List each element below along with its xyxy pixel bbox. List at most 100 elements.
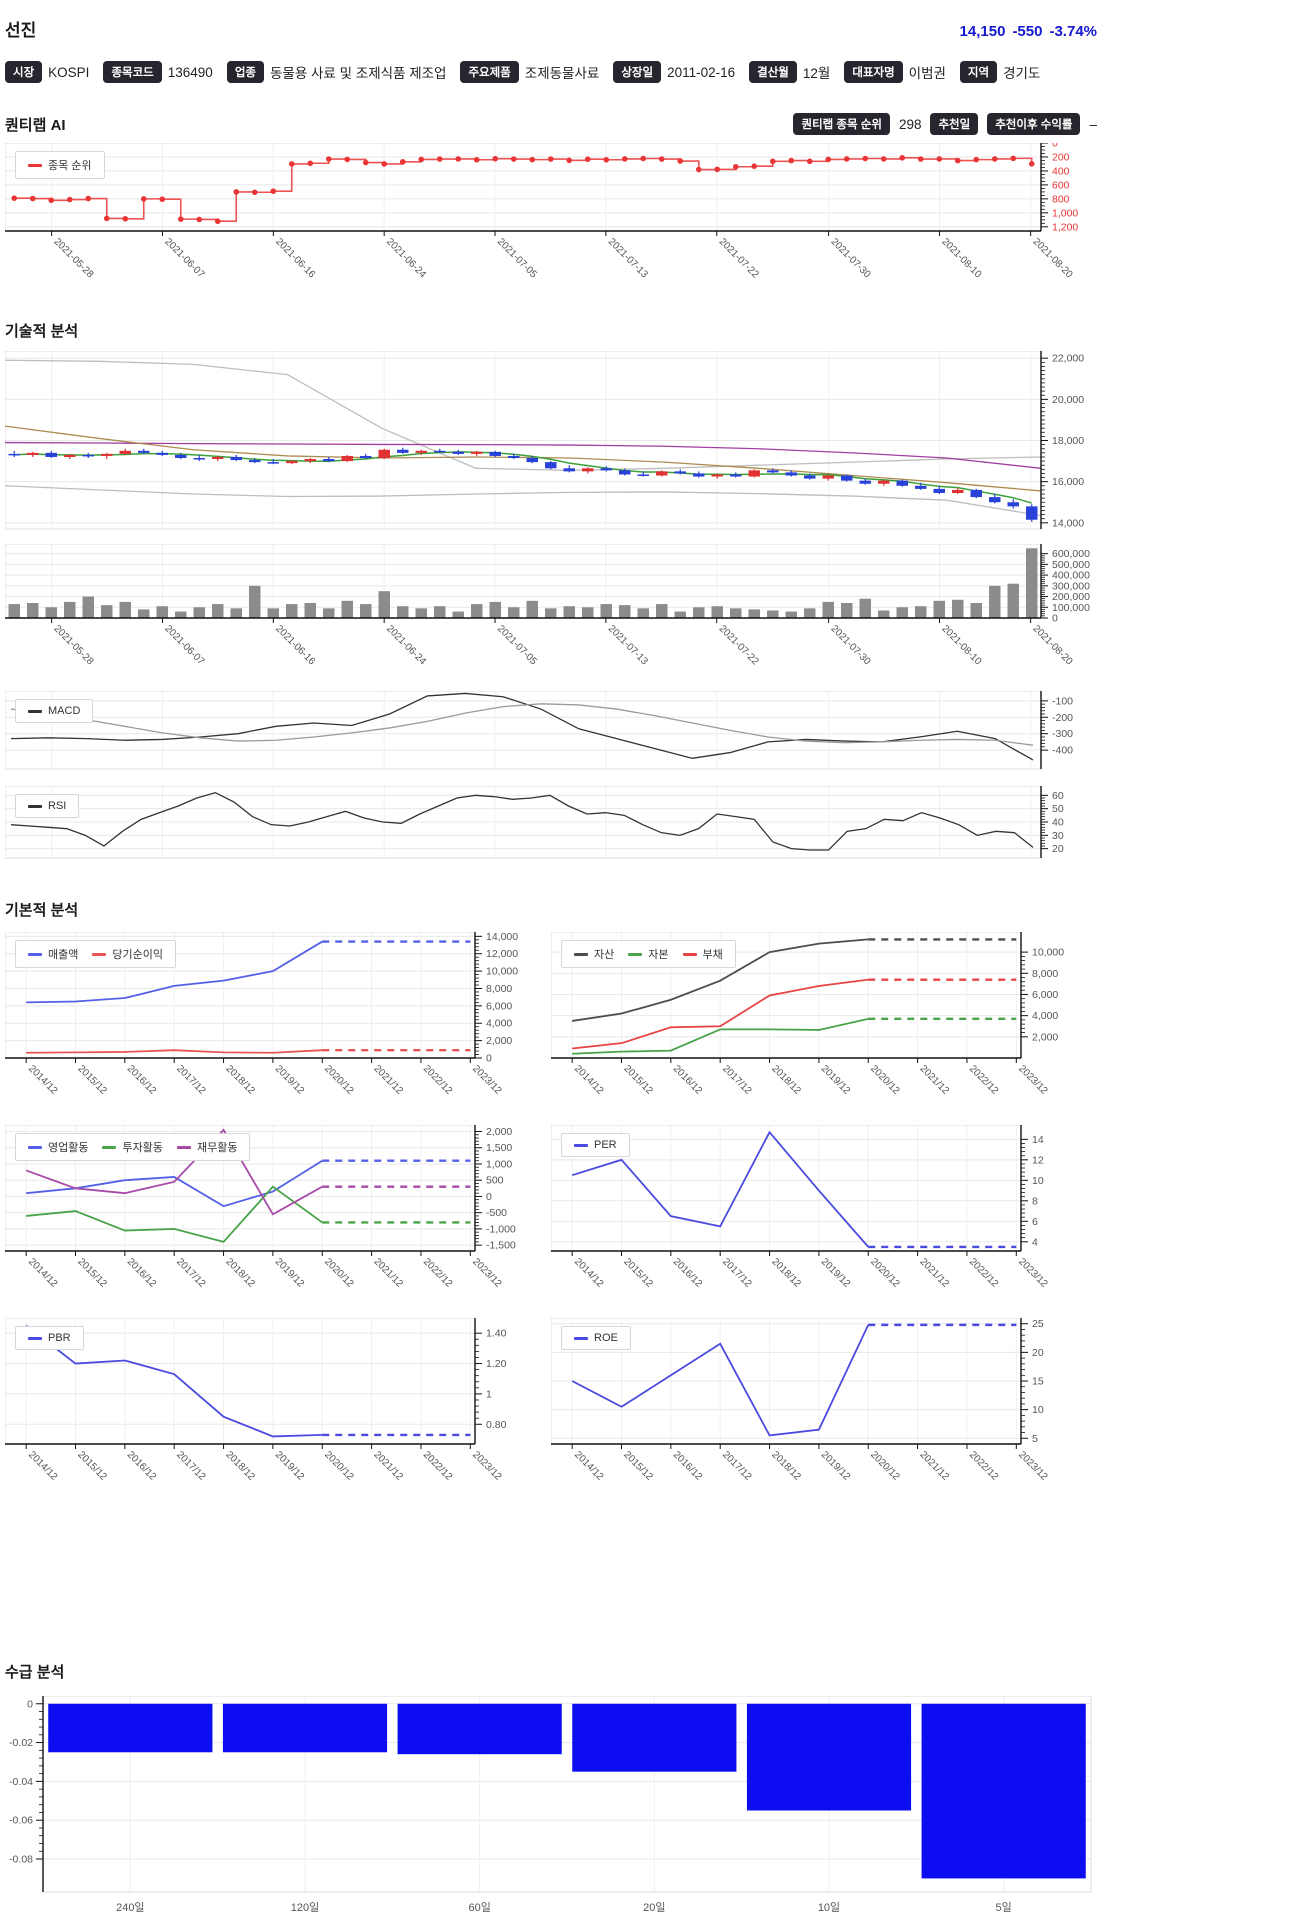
legend-item: 종목 순위 <box>28 157 92 173</box>
svg-text:0: 0 <box>1052 613 1058 625</box>
cf-plot: 2014/12 2015/12 2016/12 2017/12 2018/12 2019/… <box>4 1124 516 1290</box>
svg-text:25: 25 <box>1032 1318 1044 1330</box>
svg-text:120일: 120일 <box>291 1900 319 1914</box>
svg-text:2023/12: 2023/12 <box>470 1063 504 1097</box>
volume-chart: 2021-05-28 2021-06-07 2021-06-16 2021-06-24… <box>4 543 1097 685</box>
svg-text:2014/12: 2014/12 <box>26 1449 60 1483</box>
per-plot: 2014/12 2015/12 2016/12 2017/12 2018/12 2019/… <box>550 1124 1050 1290</box>
svg-text:50: 50 <box>1052 803 1064 815</box>
svg-text:2020/12: 2020/12 <box>868 1256 902 1290</box>
svg-text:60: 60 <box>1052 790 1064 802</box>
svg-text:800: 800 <box>1052 193 1070 205</box>
svg-text:10,000: 10,000 <box>486 966 518 978</box>
svg-text:10: 10 <box>1032 1175 1044 1187</box>
svg-text:2018/12: 2018/12 <box>223 1063 257 1097</box>
svg-text:10,000: 10,000 <box>1032 947 1064 959</box>
svg-text:2021-06-24: 2021-06-24 <box>384 623 428 667</box>
info-badge-code: 종목코드 136490 <box>103 61 213 83</box>
svg-text:2,000: 2,000 <box>486 1035 512 1047</box>
fundamental-section-title: 기본적 분석 <box>5 902 79 919</box>
svg-text:0.80: 0.80 <box>486 1419 507 1431</box>
svg-text:-0.06: -0.06 <box>9 1815 33 1827</box>
supply-demand-chart: 240일 120일 60일 20일 10일 5일 0 -0.02 -0.04 -0.06 -0.08 <box>5 1695 1097 1925</box>
svg-text:20: 20 <box>1052 843 1064 855</box>
svg-text:20,000: 20,000 <box>1052 394 1084 406</box>
svg-text:500,000: 500,000 <box>1052 559 1090 571</box>
svg-text:2021-08-10: 2021-08-10 <box>939 623 983 667</box>
technical-section-title: 기술적 분석 <box>5 323 79 340</box>
svg-text:2017/12: 2017/12 <box>720 1063 754 1097</box>
svg-text:600: 600 <box>1052 179 1070 191</box>
svg-text:2014/12: 2014/12 <box>26 1063 60 1097</box>
recommend-date-badge: 추천일 <box>930 113 979 135</box>
legend-swatch <box>28 1145 42 1149</box>
svg-text:2021/12: 2021/12 <box>371 1063 405 1097</box>
svg-text:2020/12: 2020/12 <box>322 1063 356 1097</box>
balance-sheet-chart: 2014/12 2015/12 2016/12 2017/12 2018/12 2019/… <box>550 931 1097 1125</box>
info-badge-fiscal-month: 결산월 12월 <box>749 61 830 83</box>
roe-plot: 2014/12 2015/12 2016/12 2017/12 2018/12 2019/… <box>550 1317 1050 1483</box>
svg-text:0: 0 <box>486 1053 492 1065</box>
info-badge-industry: 업종 동물용 사료 및 조제식품 제조업 <box>226 61 446 83</box>
svg-text:8,000: 8,000 <box>486 983 512 995</box>
svg-text:2022/12: 2022/12 <box>421 1256 455 1290</box>
svg-text:18,000: 18,000 <box>1052 435 1084 447</box>
svg-text:400,000: 400,000 <box>1052 570 1090 582</box>
svg-text:-400: -400 <box>1052 745 1073 757</box>
legend-item: 자산 <box>574 946 614 962</box>
pbr-legend: PBR <box>15 1326 84 1350</box>
svg-text:2020/12: 2020/12 <box>322 1256 356 1290</box>
svg-text:2,000: 2,000 <box>486 1126 512 1138</box>
legend-item: RSI <box>28 800 66 812</box>
svg-text:2021/12: 2021/12 <box>371 1449 405 1483</box>
svg-text:4,000: 4,000 <box>486 1018 512 1030</box>
svg-text:15: 15 <box>1032 1376 1044 1388</box>
svg-text:2016/12: 2016/12 <box>125 1449 159 1483</box>
fundamental-row-2: 2014/12 2015/12 2016/12 2017/12 2018/12 2019/… <box>4 1124 1097 1318</box>
info-badge-market: 시장 KOSPI <box>5 61 89 83</box>
svg-text:5일: 5일 <box>996 1900 1012 1914</box>
macd-chart: -100 -200 -300 -400 MACD <box>4 690 1097 780</box>
volume-plot: 2021-05-28 2021-06-07 2021-06-16 2021-06-24… <box>4 543 1090 668</box>
svg-text:1.40: 1.40 <box>486 1328 507 1340</box>
svg-text:6,000: 6,000 <box>486 1000 512 1012</box>
svg-text:2014/12: 2014/12 <box>572 1256 606 1290</box>
legend-item: MACD <box>28 705 80 717</box>
svg-text:0: 0 <box>486 1191 492 1203</box>
bs-plot: 2014/12 2015/12 2016/12 2017/12 2018/12 2019/… <box>550 931 1064 1097</box>
svg-text:2023/12: 2023/12 <box>1016 1449 1050 1483</box>
svg-text:2018/12: 2018/12 <box>769 1256 803 1290</box>
svg-text:-300: -300 <box>1052 728 1073 740</box>
svg-text:2014/12: 2014/12 <box>572 1449 606 1483</box>
legend-swatch <box>102 1145 117 1149</box>
legend-item: PBR <box>28 1332 71 1344</box>
legend-item: 매출액 <box>28 946 78 962</box>
quant-meta: 퀀티랩 종목 순위 298 추천일 추천이후 수익률 – <box>793 113 1097 135</box>
svg-text:2016/12: 2016/12 <box>671 1063 705 1097</box>
recommend-return-value: – <box>1089 116 1097 132</box>
svg-text:2021/12: 2021/12 <box>371 1256 405 1290</box>
svg-text:2014/12: 2014/12 <box>572 1063 606 1097</box>
rsi-chart: 60 50 40 30 20 RSI <box>4 785 1097 869</box>
svg-text:2021/12: 2021/12 <box>917 1449 951 1483</box>
svg-text:22,000: 22,000 <box>1052 353 1084 365</box>
svg-text:2021-07-22: 2021-07-22 <box>717 623 761 667</box>
svg-text:2020/12: 2020/12 <box>868 1449 902 1483</box>
svg-text:0: 0 <box>27 1698 33 1710</box>
svg-text:2020/12: 2020/12 <box>868 1063 902 1097</box>
rank-chart: 2021-05-28 2021-06-07 2021-06-16 2021-06-24… <box>4 138 1097 298</box>
revenue-netincome-chart: 2014/12 2015/12 2016/12 2017/12 2018/12 2019/… <box>4 931 551 1125</box>
rev-plot: 2014/12 2015/12 2016/12 2017/12 2018/12 2019/… <box>4 931 518 1097</box>
rank-plot: 2021-05-28 2021-06-07 2021-06-16 2021-06-24… <box>4 138 1078 281</box>
svg-text:2019/12: 2019/12 <box>819 1063 853 1097</box>
svg-text:2015/12: 2015/12 <box>621 1449 655 1483</box>
roe-chart: 2014/12 2015/12 2016/12 2017/12 2018/12 2019/… <box>550 1317 1097 1511</box>
page-title: 선진 <box>5 21 37 40</box>
fundamental-row-3: 2014/12 2015/12 2016/12 2017/12 2018/12 2019/… <box>4 1317 1097 1511</box>
svg-text:1,000: 1,000 <box>1052 207 1078 219</box>
svg-text:2018/12: 2018/12 <box>223 1449 257 1483</box>
legend-item: 부채 <box>682 946 723 962</box>
svg-text:240일: 240일 <box>116 1900 144 1914</box>
quant-rank-badge: 퀀티랩 종목 순위 <box>793 113 890 135</box>
svg-text:14,000: 14,000 <box>1052 517 1084 529</box>
